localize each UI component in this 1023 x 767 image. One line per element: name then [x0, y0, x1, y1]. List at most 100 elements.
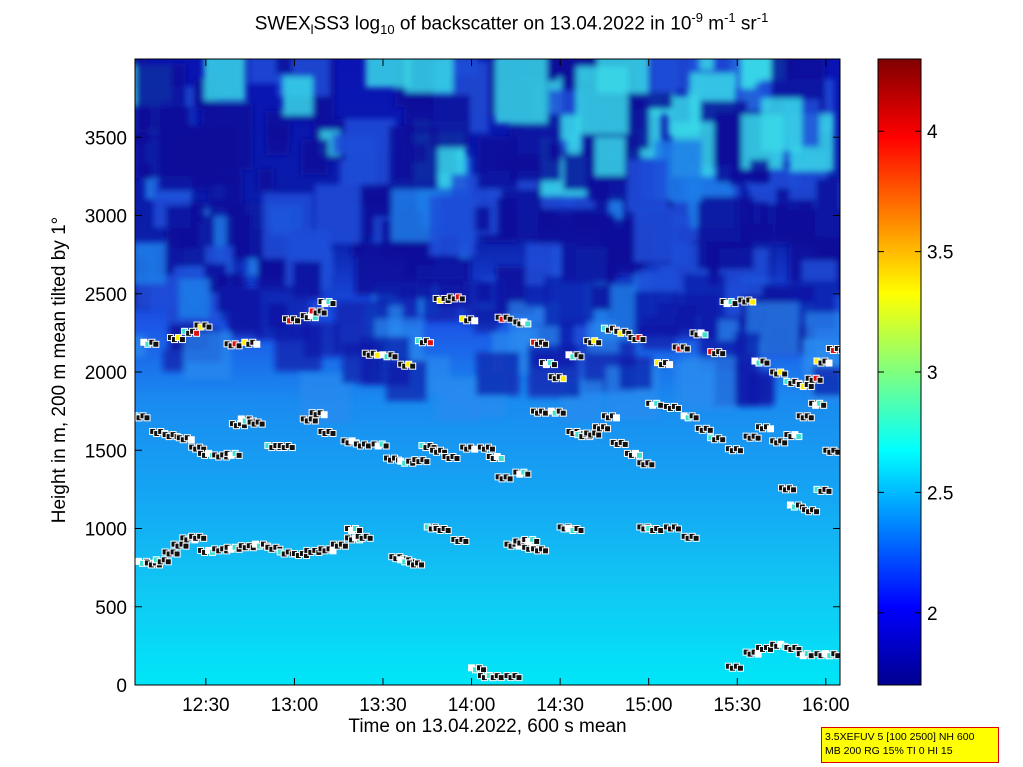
- cloud-base-marker: [480, 666, 488, 674]
- cloud-base-marker: [719, 436, 727, 444]
- cloud-base-marker: [126, 409, 132, 415]
- cloud-base-marker: [488, 445, 496, 453]
- info-line-1: 3.5XEFUV 5 [100 2500] NH 600: [825, 731, 975, 743]
- colorbar-tick-label: 3.5: [927, 243, 953, 264]
- cloud-base-marker: [825, 359, 833, 367]
- cloud-base-marker: [692, 414, 700, 422]
- y-tick-label: 3500: [85, 128, 127, 149]
- cloud-base-marker: [123, 413, 129, 419]
- cloud-base-marker: [657, 401, 665, 409]
- cloud-base-marker: [542, 409, 550, 417]
- cloud-base-marker: [366, 534, 374, 542]
- cloud-base-marker: [648, 461, 656, 469]
- cloud-base-marker: [127, 415, 133, 421]
- cloud-base-marker: [118, 409, 124, 415]
- cloud-base-marker: [595, 339, 603, 347]
- cloud-base-marker: [193, 329, 201, 337]
- cloud-base-marker: [164, 558, 172, 566]
- cloud-base-marker: [382, 442, 390, 450]
- cloud-base-marker: [506, 315, 514, 323]
- cloud-base-marker: [807, 414, 815, 422]
- cloud-base-marker: [559, 375, 567, 383]
- x-tick-label: 12:30: [182, 695, 230, 716]
- cloud-base-marker: [834, 652, 840, 660]
- x-tick-label: 13:00: [271, 695, 319, 716]
- y-tick-label: 2500: [85, 285, 127, 306]
- cloud-base-marker: [763, 359, 771, 367]
- chart-title: SWEXlSS3 log10 of backscatter on 13.04.2…: [254, 10, 769, 38]
- cloud-base-marker: [542, 340, 550, 348]
- colorbar-tick-label: 3: [927, 363, 938, 384]
- cloud-base-marker: [391, 353, 399, 361]
- cloud-base-marker: [524, 470, 532, 478]
- cloud-base-marker: [320, 309, 328, 317]
- colorbar-tick-label: 4: [927, 122, 938, 143]
- y-tick-label: 2000: [85, 363, 127, 384]
- cloud-base-marker: [559, 409, 567, 417]
- cloud-base-marker: [409, 362, 417, 370]
- cloud-base-marker: [524, 320, 532, 328]
- x-axis-label: Time on 13.04.2022, 600 s mean: [348, 716, 627, 737]
- y-tick-label: 500: [95, 598, 127, 619]
- cloud-base-marker: [692, 534, 700, 542]
- cloud-base-marker: [781, 370, 789, 378]
- cloud-base-marker: [666, 361, 674, 369]
- cloud-base-marker: [807, 652, 815, 660]
- cloud-base-marker: [736, 664, 744, 672]
- cloud-base-marker: [329, 547, 337, 555]
- cloud-base-marker: [795, 433, 803, 441]
- y-axis-label: Height in m, 200 m mean tilted by 1°: [49, 216, 70, 524]
- x-tick-label: 13:30: [359, 695, 407, 716]
- cloud-base-marker: [497, 674, 505, 682]
- cloud-base-marker: [497, 455, 505, 463]
- x-axis: 12:30 13:00 13:30 14:00 14:30 15:00 15:30 16:00: [182, 59, 850, 716]
- cloud-base-marker: [621, 440, 629, 448]
- cloud-base-marker: [471, 445, 479, 453]
- cloud-base-marker: [143, 414, 151, 422]
- x-tick-label: 14:00: [448, 695, 496, 716]
- cloud-base-marker: [329, 429, 337, 437]
- cloud-base-marker: [258, 420, 266, 428]
- cloud-base-marker: [754, 434, 762, 442]
- cloud-base-marker: [604, 425, 612, 433]
- y-tick-label: 1500: [85, 441, 127, 462]
- cloud-base-marker: [200, 534, 208, 542]
- cloud-base-marker: [683, 345, 691, 353]
- cloud-base-marker: [122, 407, 128, 413]
- cloud-base-marker: [152, 340, 160, 348]
- cloud-base-marker: [736, 447, 744, 455]
- cloud-base-marker: [754, 650, 762, 658]
- settings-info-box: 3.5XEFUV 5 [100 2500] NH 600 MB 200 RG 1…: [821, 727, 999, 763]
- y-tick-label: 3000: [85, 207, 127, 228]
- y-tick-label: 1000: [85, 520, 127, 541]
- cloud-base-marker: [329, 300, 337, 308]
- cloud-base-marker: [173, 550, 181, 558]
- cloud-base-marker: [458, 295, 466, 303]
- cloud-base-marker: [674, 404, 682, 412]
- cloud-base-marker: [235, 451, 243, 459]
- cloud-base-marker: [790, 486, 798, 494]
- cloud-base-marker: [781, 439, 789, 447]
- cloud-base-marker: [423, 458, 431, 466]
- cloud-base-marker: [577, 527, 585, 534]
- cloud-base-marker: [187, 436, 195, 444]
- cloud-base-marker: [471, 317, 479, 325]
- cloud-base-marker: [341, 542, 349, 550]
- cloud-base-marker: [767, 425, 775, 433]
- cloud-base-marker: [837, 347, 840, 355]
- cloud-base-marker: [731, 300, 739, 308]
- cloud-base-marker: [364, 442, 372, 450]
- cloud-base-marker: [294, 317, 302, 325]
- cloud-base-marker: [834, 448, 840, 456]
- cloud-base-marker: [453, 455, 461, 463]
- cloud-base-marker: [749, 298, 757, 306]
- cloud-base-marker: [719, 350, 727, 358]
- cloud-base-marker: [426, 339, 434, 347]
- cloud-base-marker: [253, 340, 261, 348]
- cloud-base-marker: [178, 336, 186, 344]
- cloud-base-marker: [612, 414, 620, 422]
- cloud-base-marker: [205, 323, 213, 331]
- cloud-base-marker: [577, 353, 585, 361]
- cloud-base-marker: [816, 376, 824, 384]
